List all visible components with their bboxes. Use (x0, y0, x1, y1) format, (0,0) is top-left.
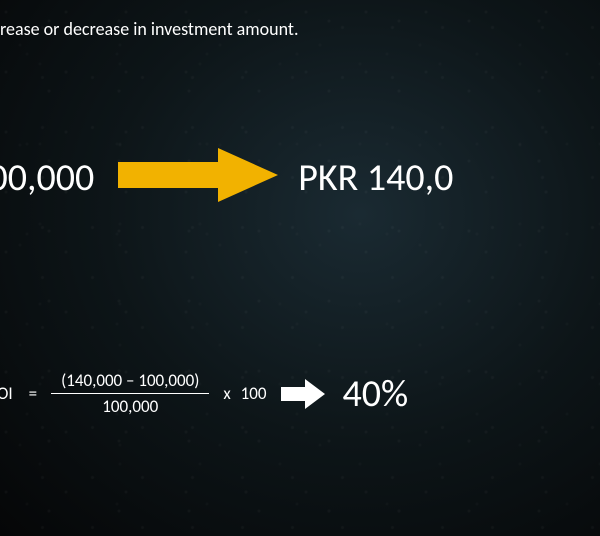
hundred: 100 (241, 383, 267, 404)
arrow-right-small-svg (281, 378, 325, 410)
roi-label: ROI (0, 383, 13, 404)
times-100: x 100 (223, 383, 266, 404)
arrow-right-small-icon (281, 378, 325, 410)
roi-formula-row: ROI = (140,000 – 100,000) 100,000 x 100 … (0, 368, 408, 419)
amount-after: PKR 140,0 (298, 155, 453, 201)
arrow-right-large-svg (118, 145, 278, 205)
times-sign: x (223, 383, 230, 404)
heading-text: rease or decrease in investment amount. (0, 18, 299, 40)
roi-result: 40% (343, 371, 409, 417)
fraction-denominator: 100,000 (92, 394, 168, 419)
equals-sign: = (29, 383, 37, 404)
slide-stage: rease or decrease in investment amount. … (0, 0, 600, 536)
amount-before: R 100,000 (0, 155, 94, 201)
fraction: (140,000 – 100,000) 100,000 (51, 368, 209, 419)
fraction-numerator: (140,000 – 100,000) (51, 368, 209, 393)
arrow-right-large-icon (118, 145, 278, 210)
amount-row: R 100,000 PKR 140,0 (0, 145, 600, 210)
